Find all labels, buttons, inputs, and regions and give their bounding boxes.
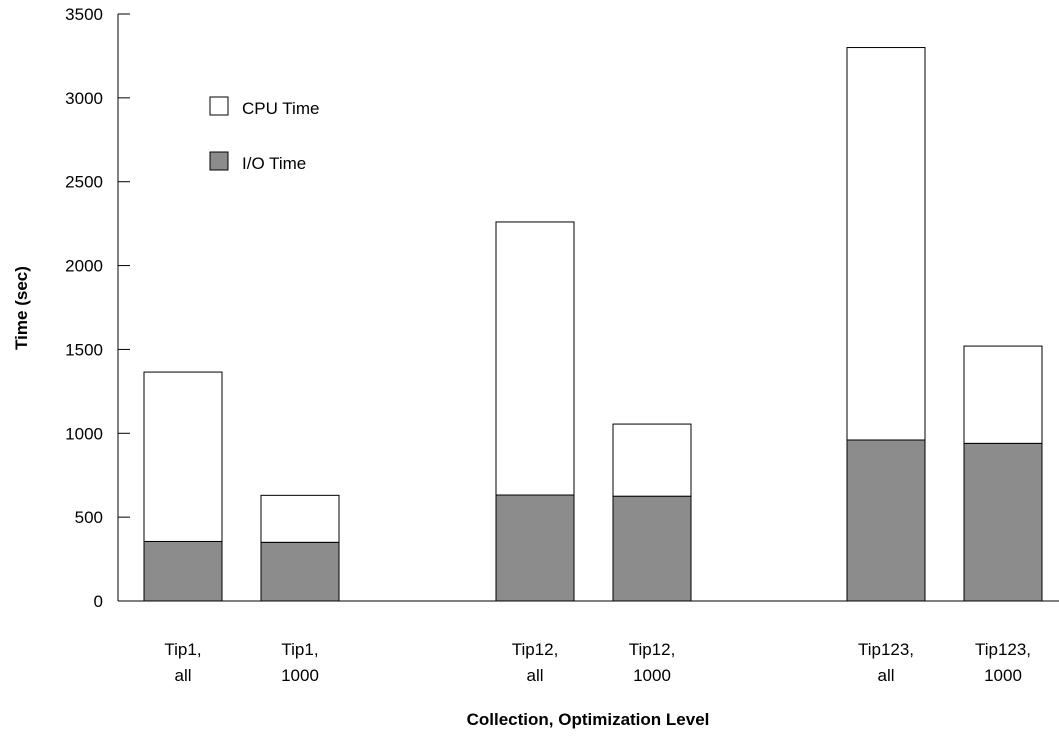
legend-item: CPU Time	[209, 96, 319, 118]
bar-cpu-time	[846, 47, 926, 441]
bar-io-time	[495, 494, 575, 602]
x-tick-label: Tip123, all	[858, 640, 914, 685]
legend-label: I/O Time	[242, 154, 306, 173]
x-axis-title: Collection, Optimization Level	[467, 710, 710, 729]
bar-group	[846, 47, 926, 602]
y-tick-label: 1000	[65, 424, 103, 443]
y-axis-title: Time (sec)	[12, 266, 31, 350]
legend: CPU Time I/O Time	[209, 96, 319, 173]
bar-io-time	[846, 439, 926, 602]
legend-swatch	[209, 151, 229, 171]
x-tick-label-line: 1000	[281, 666, 319, 685]
x-tick-label-line: Tip123,	[858, 640, 914, 659]
x-tick-label-line: all	[877, 666, 894, 685]
bar-cpu-time	[612, 423, 692, 497]
x-tick-label-line: Tip123,	[975, 640, 1031, 659]
x-tick-label-line: 1000	[984, 666, 1022, 685]
y-tick-label: 3000	[65, 89, 103, 108]
x-tick-label-line: 1000	[633, 666, 671, 685]
bar-group	[612, 423, 692, 602]
y-tick-label: 500	[75, 508, 103, 527]
bar-group	[260, 494, 340, 602]
x-tick-label-line: all	[174, 666, 191, 685]
y-tick-label: 2500	[65, 173, 103, 192]
y-tick-label: 0	[94, 592, 103, 611]
x-tick-label: Tip123, 1000	[975, 640, 1031, 685]
bar-group	[143, 371, 223, 602]
bar-cpu-time	[143, 371, 223, 542]
bar-io-time	[260, 541, 340, 602]
bar-io-time	[963, 442, 1043, 602]
legend-swatch	[209, 96, 229, 116]
bar-cpu-time	[963, 345, 1043, 444]
legend-label: CPU Time	[242, 99, 319, 118]
x-tick-label-line: all	[526, 666, 543, 685]
bars	[143, 47, 1043, 602]
x-tick-label: Tip1, all	[164, 640, 201, 685]
x-tick-label-line: Tip12,	[629, 640, 676, 659]
bar-cpu-time	[260, 494, 340, 543]
legend-item: I/O Time	[209, 151, 306, 173]
x-tick-label-line: Tip1,	[164, 640, 201, 659]
x-tick-label: Tip1, 1000	[281, 640, 319, 685]
x-tick-label: Tip12, 1000	[629, 640, 676, 685]
x-tick-label-line: Tip1,	[281, 640, 318, 659]
bar-io-time	[612, 495, 692, 602]
bar-group	[495, 221, 575, 602]
y-tick-label: 1500	[65, 340, 103, 359]
bar-group	[963, 345, 1043, 602]
x-tick-label-line: Tip12,	[512, 640, 559, 659]
y-tick-label: 2000	[65, 257, 103, 276]
bar-io-time	[143, 540, 223, 602]
bar-cpu-time	[495, 221, 575, 496]
x-tick-label: Tip12, all	[512, 640, 559, 685]
y-tick-label: 3500	[65, 5, 103, 24]
